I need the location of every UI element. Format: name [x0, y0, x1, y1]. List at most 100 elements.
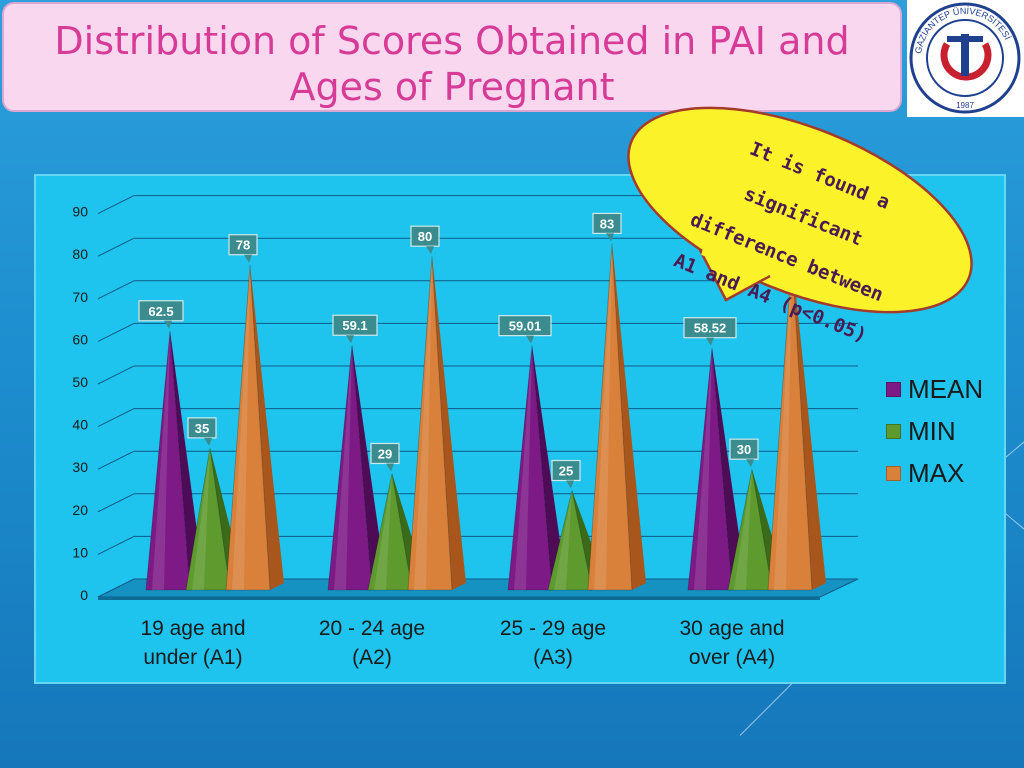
data-label-box-mean: [332, 314, 378, 336]
cone-mean-shade: [712, 347, 746, 590]
y-tick-label: 90: [72, 204, 88, 220]
data-label-pointer-mean: [526, 335, 534, 344]
cone-mean: [687, 347, 733, 591]
cone-min-highlight: [374, 473, 392, 590]
cone-mean-shade: [352, 345, 386, 590]
cone-min-highlight: [554, 490, 572, 590]
cone-max-highlight: [594, 243, 612, 591]
x-category-label: 30 age and: [679, 617, 784, 640]
data-label-box-min: [187, 417, 217, 439]
cone-max-highlight: [774, 256, 792, 590]
legend-swatch-mean: [886, 381, 901, 397]
gridline: [97, 365, 135, 385]
slide-title: Distribution of Scores Obtained in PAI a…: [54, 19, 850, 109]
cone-max-highlight: [414, 256, 432, 590]
y-tick-label: 20: [72, 502, 88, 518]
cone-min-highlight: [734, 469, 752, 590]
cone-max-shade: [432, 256, 466, 590]
x-category-label: (A2): [352, 646, 392, 669]
cone-mean: [507, 345, 553, 591]
y-tick-label: 30: [72, 459, 88, 475]
chart-floor-edge: [98, 597, 820, 600]
data-label-max: 78: [236, 238, 250, 253]
chart-legend: MEAN MIN MAX: [886, 368, 983, 494]
legend-item-max: MAX: [886, 452, 983, 494]
data-label-pointer-mean: [346, 335, 354, 344]
x-category-label: 19 age and: [140, 617, 245, 640]
gridline: [97, 237, 135, 257]
university-logo: GAZİANTEP ÜNİVERSİTESİ 1987: [907, 0, 1024, 117]
gridline: [97, 280, 135, 300]
gridline: [97, 195, 135, 215]
data-label-pointer-max: [426, 246, 434, 255]
data-label-pointer-max: [244, 254, 252, 263]
cone-min: [367, 473, 413, 591]
logo-emblem: GAZİANTEP ÜNİVERSİTESİ 1987: [909, 2, 1021, 114]
logo-year: 1987: [956, 101, 974, 110]
data-label-min: 35: [195, 421, 209, 436]
gridline: [97, 322, 135, 342]
y-tick-label: 70: [72, 289, 88, 305]
cone-mean: [145, 330, 191, 591]
data-label-mean: 62.5: [148, 304, 173, 319]
x-category-label: under (A1): [143, 646, 242, 669]
data-label-mean: 58.52: [694, 321, 727, 336]
cone-max: [407, 256, 453, 591]
cone-mean-highlight: [694, 347, 712, 590]
x-category-label: 25 - 29 age: [500, 617, 606, 640]
legend-label-max: MAX: [908, 457, 965, 488]
cone-mean-highlight: [152, 330, 170, 590]
y-tick-label: 40: [72, 417, 88, 433]
data-label-box-mean: [138, 300, 184, 322]
x-category-label: 20 - 24 age: [319, 617, 425, 640]
x-category-label: (A3): [533, 646, 573, 669]
cone-mean-highlight: [334, 345, 352, 590]
gridline: [97, 493, 135, 513]
legend-label-min: MIN: [908, 415, 956, 446]
data-label-pointer-min: [746, 459, 754, 468]
y-tick-label: 60: [72, 331, 88, 347]
legend-swatch-max: [886, 465, 901, 481]
y-tick-label: 0: [80, 587, 88, 603]
data-label-box-min: [370, 442, 400, 465]
cone-max: [767, 256, 813, 591]
x-category-label: over (A4): [689, 646, 775, 669]
data-label-box-max: [410, 225, 440, 247]
data-label-max: 83: [600, 216, 614, 231]
data-label-pointer-max: [606, 233, 614, 242]
cone-max-highlight: [232, 264, 250, 590]
y-tick-label: 80: [72, 246, 88, 262]
cone-max-shade: [792, 256, 826, 590]
cone-min: [727, 469, 773, 591]
data-label-box-max: [228, 234, 258, 256]
cone-mean-highlight: [514, 345, 532, 590]
data-label-pointer-min: [204, 437, 212, 446]
data-label-box-min: [729, 438, 759, 460]
gridline: [97, 535, 135, 555]
data-label-min: 29: [378, 446, 392, 461]
data-label-mean: 59.01: [509, 319, 542, 334]
data-label-pointer-min: [386, 463, 394, 472]
legend-label-mean: MEAN: [908, 373, 984, 404]
data-label-mean: 59.1: [342, 318, 367, 333]
cone-mean-shade: [532, 345, 566, 590]
cone-max-shade: [250, 264, 284, 590]
gridline: [97, 408, 135, 428]
cone-min: [547, 490, 593, 591]
data-label-pointer-min: [566, 480, 574, 489]
cone-min-highlight: [192, 447, 210, 590]
data-label-box-mean: [498, 315, 552, 337]
title-box: Distribution of Scores Obtained in PAI a…: [2, 2, 902, 112]
cone-mean-shade: [170, 330, 204, 590]
y-tick-label: 10: [72, 544, 88, 560]
data-label-pointer-mean: [164, 320, 172, 329]
gridline: [97, 450, 135, 470]
data-label-min: 25: [559, 464, 573, 479]
y-tick-label: 50: [72, 374, 88, 390]
data-label-max: 80: [418, 229, 432, 244]
data-label-pointer-mean: [706, 337, 714, 346]
legend-item-mean: MEAN: [886, 368, 983, 410]
data-label-min: 30: [737, 442, 751, 457]
legend-swatch-min: [886, 423, 901, 439]
